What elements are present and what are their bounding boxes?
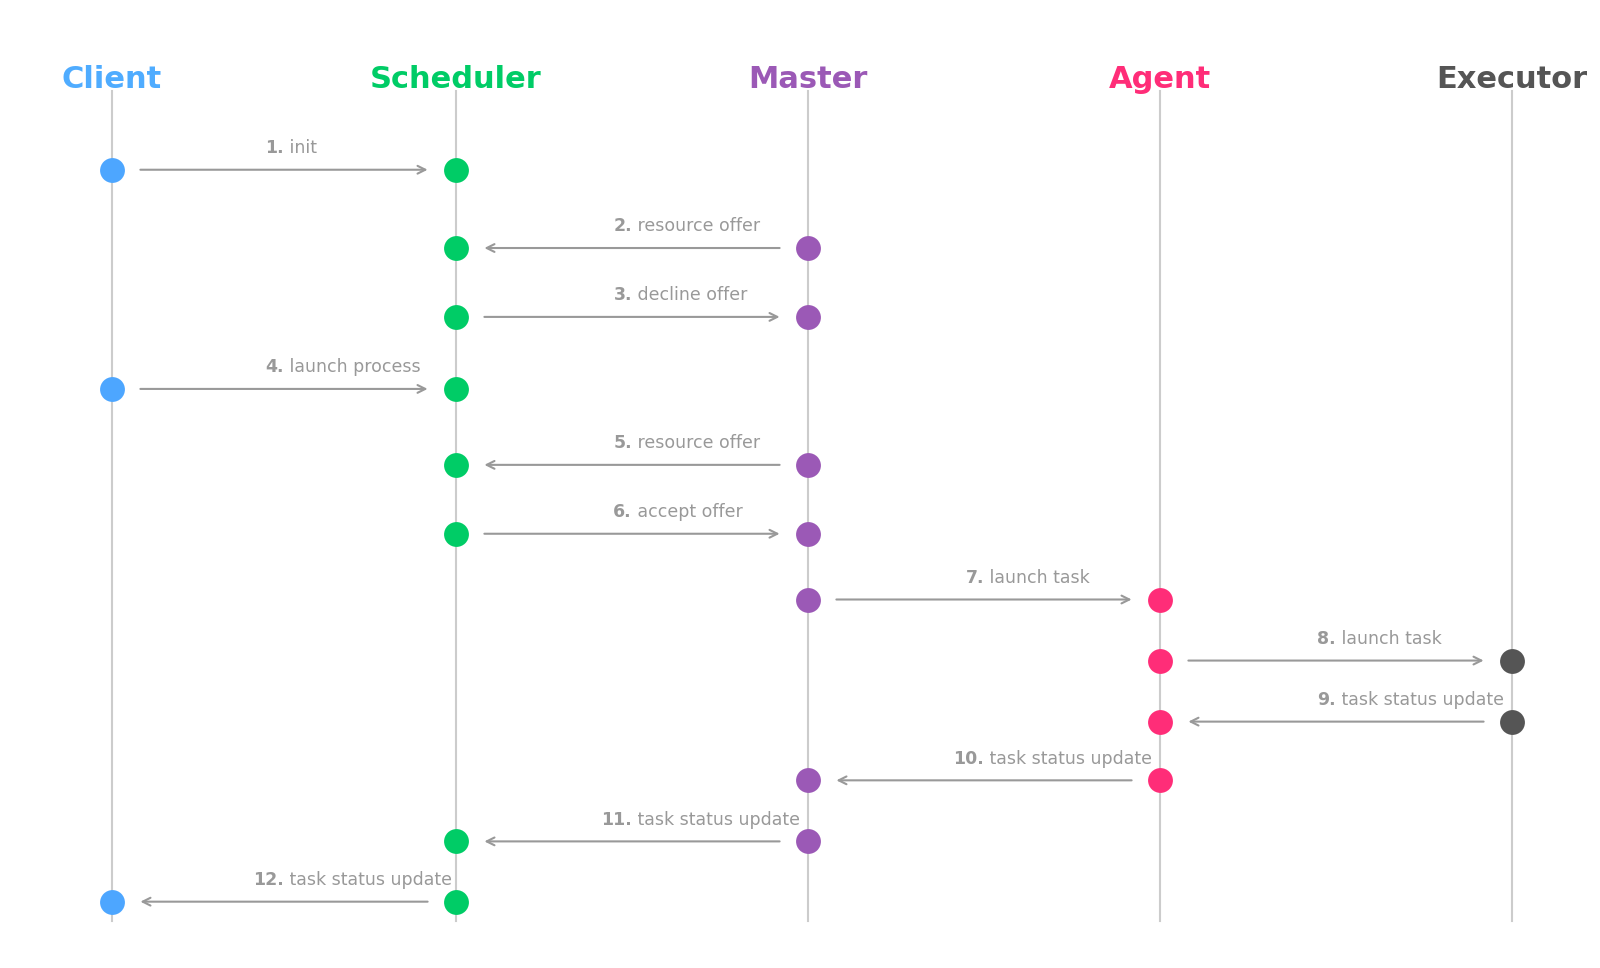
- Point: [443, 309, 469, 324]
- Point: [443, 833, 469, 849]
- Text: 7.: 7.: [965, 569, 984, 587]
- Point: [443, 457, 469, 472]
- Text: 1.: 1.: [266, 139, 285, 157]
- Point: [443, 162, 469, 177]
- Point: [795, 526, 821, 541]
- Point: [795, 772, 821, 788]
- Point: [795, 591, 821, 607]
- Text: 3.: 3.: [613, 287, 632, 304]
- Text: accept offer: accept offer: [632, 503, 742, 521]
- Text: launch task: launch task: [1336, 630, 1442, 648]
- Text: Executor: Executor: [1437, 65, 1587, 94]
- Text: task status update: task status update: [1336, 691, 1504, 710]
- Point: [99, 162, 125, 177]
- Text: launch process: launch process: [285, 358, 421, 377]
- Point: [795, 309, 821, 324]
- Point: [443, 526, 469, 541]
- Text: 9.: 9.: [1317, 691, 1336, 710]
- Text: Master: Master: [749, 65, 867, 94]
- Text: task status update: task status update: [632, 811, 800, 829]
- Point: [443, 893, 469, 909]
- Point: [795, 833, 821, 849]
- Text: 2.: 2.: [613, 218, 632, 235]
- Text: 11.: 11.: [602, 811, 632, 829]
- Point: [1147, 713, 1173, 729]
- Point: [99, 381, 125, 397]
- Text: Client: Client: [62, 65, 162, 94]
- Point: [1499, 713, 1525, 729]
- Point: [795, 240, 821, 256]
- Text: 6.: 6.: [613, 503, 632, 521]
- Text: 10.: 10.: [954, 750, 984, 768]
- Point: [1499, 652, 1525, 668]
- Text: task status update: task status update: [984, 750, 1152, 768]
- Text: Scheduler: Scheduler: [370, 65, 542, 94]
- Text: launch task: launch task: [984, 569, 1090, 587]
- Text: init: init: [285, 139, 317, 157]
- Text: 4.: 4.: [266, 358, 285, 377]
- Point: [99, 893, 125, 909]
- Text: 5.: 5.: [613, 435, 632, 452]
- Point: [1147, 772, 1173, 788]
- Point: [443, 381, 469, 397]
- Text: resource offer: resource offer: [632, 218, 760, 235]
- Text: Agent: Agent: [1109, 65, 1211, 94]
- Text: task status update: task status update: [285, 871, 453, 890]
- Text: decline offer: decline offer: [632, 287, 747, 304]
- Point: [1147, 591, 1173, 607]
- Point: [795, 457, 821, 472]
- Text: 8.: 8.: [1317, 630, 1336, 648]
- Point: [443, 240, 469, 256]
- Point: [1147, 652, 1173, 668]
- Text: resource offer: resource offer: [632, 435, 760, 452]
- Text: 12.: 12.: [253, 871, 285, 890]
